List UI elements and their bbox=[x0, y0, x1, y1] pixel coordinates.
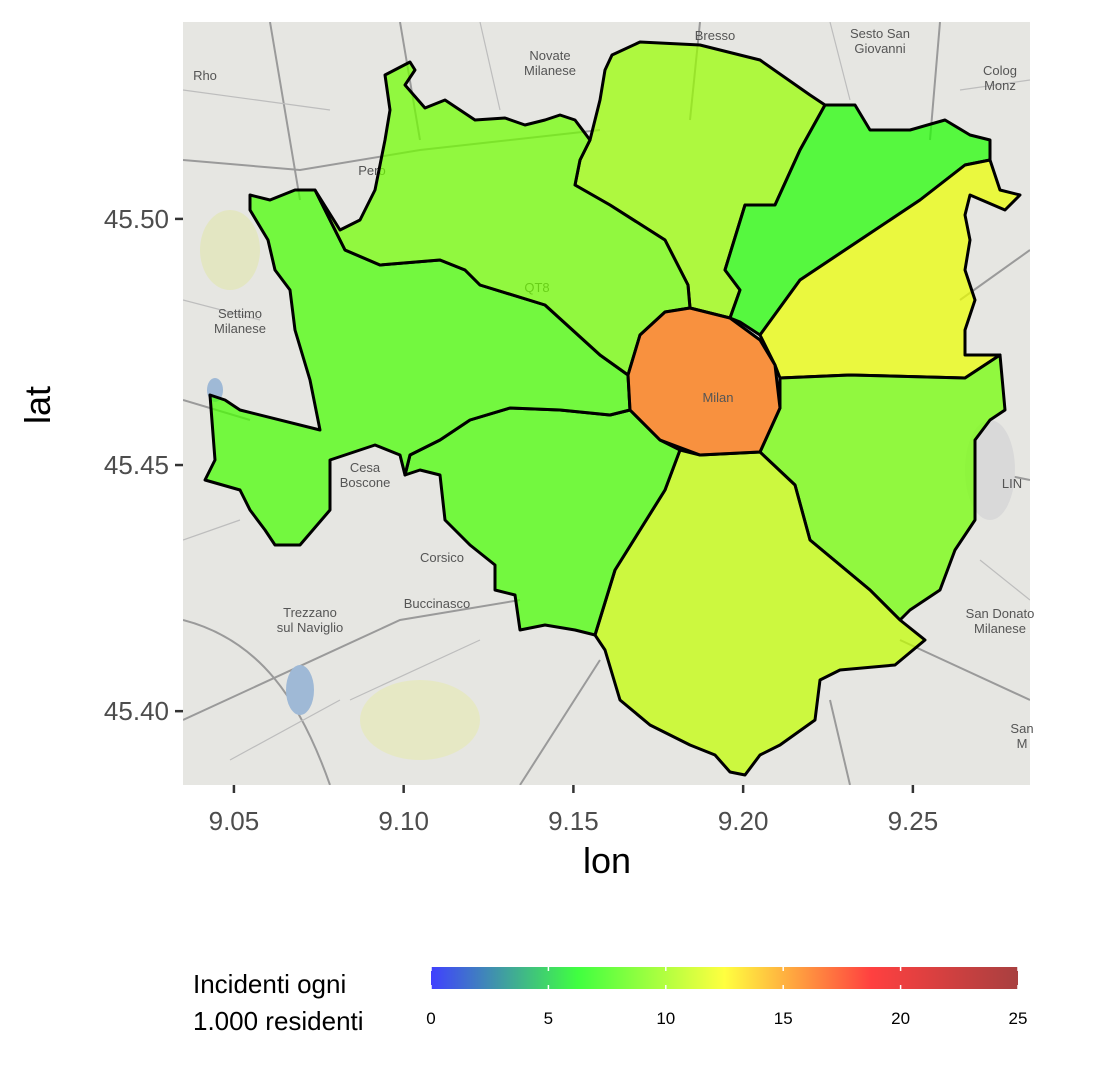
place-label: Milan bbox=[702, 390, 733, 405]
place-label: Giovanni bbox=[854, 41, 905, 56]
y-tick-label: 45.50 bbox=[104, 204, 169, 234]
park bbox=[200, 210, 260, 290]
x-tick-label: 9.05 bbox=[209, 806, 260, 836]
legend-colorbar bbox=[431, 967, 1018, 989]
place-label: LIN bbox=[1002, 476, 1022, 491]
place-label: Cesa bbox=[350, 460, 381, 475]
legend-title: Incidenti ogni bbox=[193, 969, 346, 999]
y-tick-label: 45.45 bbox=[104, 450, 169, 480]
place-label: Buccinasco bbox=[404, 596, 470, 611]
x-tick-label: 9.20 bbox=[718, 806, 769, 836]
place-label: Milanese bbox=[524, 63, 576, 78]
place-label: Trezzano bbox=[283, 605, 337, 620]
zone bbox=[313, 60, 692, 377]
place-label: Novate bbox=[529, 48, 570, 63]
legend-tick-label: 20 bbox=[891, 1009, 910, 1028]
place-label: sul Naviglio bbox=[277, 620, 343, 635]
place-label: Corsico bbox=[420, 550, 464, 565]
place-label: Colog bbox=[983, 63, 1017, 78]
place-label: Boscone bbox=[340, 475, 391, 490]
place-label: San Donato bbox=[966, 606, 1035, 621]
place-label: M bbox=[1017, 736, 1028, 751]
place-label: Milanese bbox=[214, 321, 266, 336]
y-axis-label: lat bbox=[17, 386, 58, 424]
road bbox=[183, 22, 1030, 761]
legend-tick-label: 0 bbox=[426, 1009, 435, 1028]
x-tick-label: 9.25 bbox=[888, 806, 939, 836]
legend-tick-label: 5 bbox=[544, 1009, 553, 1028]
place-label: Bresso bbox=[695, 28, 735, 43]
place-label: Sesto San bbox=[850, 26, 910, 41]
park bbox=[360, 680, 480, 760]
zone bbox=[626, 306, 782, 457]
place-label: Rho bbox=[193, 68, 217, 83]
lake bbox=[286, 665, 314, 715]
legend-title: 1.000 residenti bbox=[193, 1006, 364, 1036]
x-axis-label: lon bbox=[583, 840, 631, 881]
legend-tick-label: 25 bbox=[1009, 1009, 1028, 1028]
place-label: San bbox=[1010, 721, 1033, 736]
place-label: Settimo bbox=[218, 306, 262, 321]
place-label: Milanese bbox=[974, 621, 1026, 636]
place-label: Monz bbox=[984, 78, 1016, 93]
legend-tick-label: 15 bbox=[774, 1009, 793, 1028]
x-tick-label: 9.10 bbox=[378, 806, 429, 836]
y-tick-label: 45.40 bbox=[104, 696, 169, 726]
place-labels: Milan bbox=[702, 390, 733, 405]
x-tick-label: 9.15 bbox=[548, 806, 599, 836]
legend-tick-label: 10 bbox=[656, 1009, 675, 1028]
zones bbox=[203, 40, 1022, 777]
airport bbox=[965, 420, 1015, 520]
